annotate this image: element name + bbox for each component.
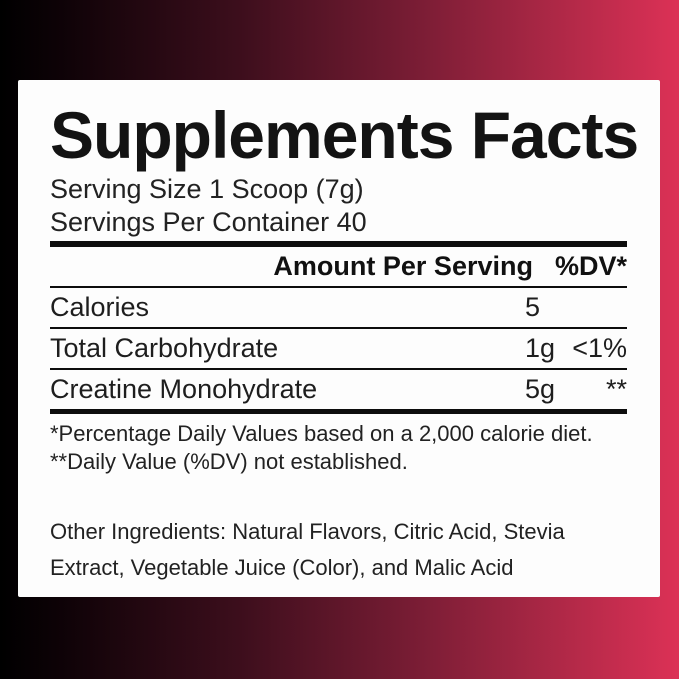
footnote-dv-not-established: **Daily Value (%DV) not established. [50,449,408,474]
amount-per-serving-header: Amount Per Serving [273,250,533,281]
footnote-daily-values: *Percentage Daily Values based on a 2,00… [50,421,593,446]
divider-thin-1 [50,285,627,288]
row-label: Creatine Monohydrate [50,374,318,404]
table-row-total-carbohydrate: Total Carbohydrate 1g <1% [50,329,627,368]
divider-thick-top [50,241,627,247]
percent-dv-header: %DV* [554,250,627,281]
table-row-creatine-monohydrate: Creatine Monohydrate 5g ** [50,370,627,409]
row-amount: 5 [525,292,541,322]
serving-size-line: Serving Size 1 Scoop (7g) [50,174,364,204]
table-row-calories: Calories 5 [50,288,627,327]
other-ingredients-text: Other Ingredients: Natural Flavors, Citr… [50,519,565,580]
supplement-facts-panel: Supplements Facts Serving Size 1 Scoop (… [18,80,660,597]
divider-thick-bottom [50,408,627,414]
table-header-row: Amount Per Serving %DV* [50,247,627,286]
row-dv: ** [605,374,627,404]
row-label: Total Carbohydrate [50,333,279,363]
divider-thin-3 [50,367,627,370]
row-amount: 1g [525,333,556,363]
servings-per-container-line: Servings Per Container 40 [50,207,367,237]
panel-title: Supplements Facts [50,98,639,172]
divider-thin-2 [50,326,627,329]
row-label: Calories [50,292,150,322]
row-dv: <1% [572,333,627,363]
row-amount: 5g [525,374,556,404]
